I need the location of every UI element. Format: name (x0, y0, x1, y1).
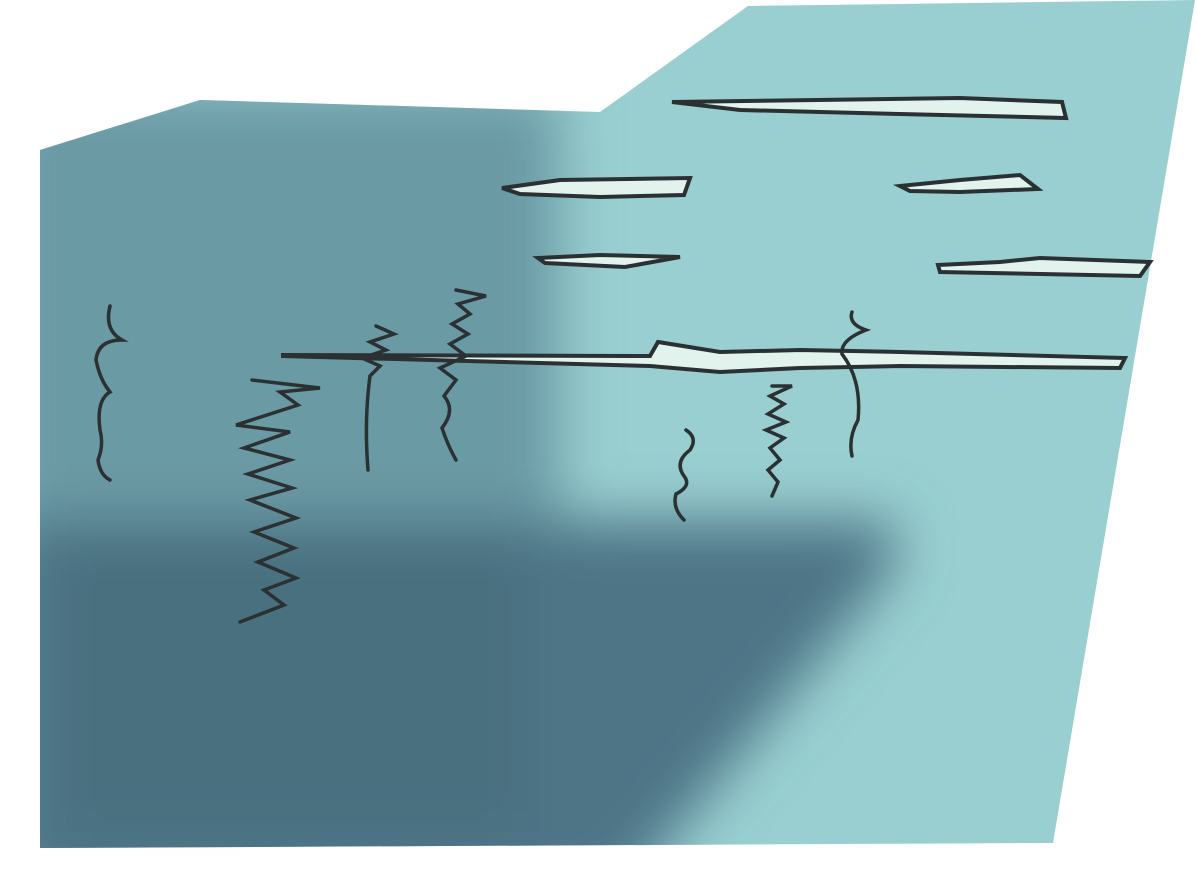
strip (281, 339, 1129, 375)
squiggle (235, 378, 321, 624)
squiggle (94, 304, 129, 482)
squiggle (436, 288, 487, 462)
squiggles (94, 288, 872, 624)
strip (501, 175, 693, 200)
strips (281, 95, 1154, 375)
squiggle (761, 384, 793, 498)
strip (671, 95, 1069, 121)
squiggle (673, 428, 695, 522)
shadow (40, 90, 900, 848)
squiggle (840, 310, 872, 458)
squiggle (357, 324, 399, 472)
strip (532, 252, 681, 270)
strip (935, 255, 1154, 279)
strip (892, 172, 1044, 195)
